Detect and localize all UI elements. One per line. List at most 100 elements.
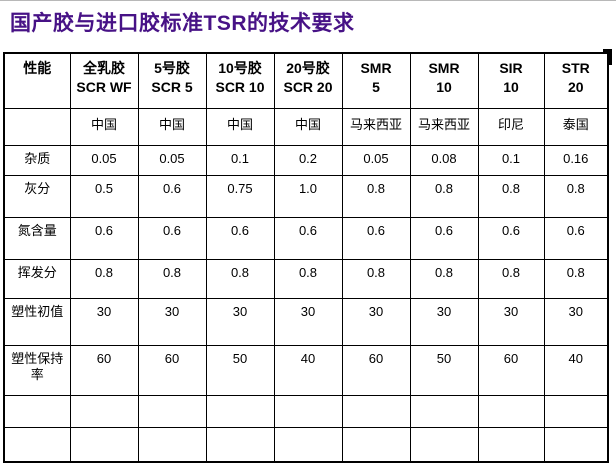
table-cell: 0.05 xyxy=(69,144,139,176)
table-cell: 30 xyxy=(477,297,545,346)
table-cell xyxy=(273,394,343,428)
table-cell: 50 xyxy=(205,344,275,396)
table-cell: 0.8 xyxy=(477,174,545,218)
header-line: SCR 20 xyxy=(283,78,333,95)
table-cell: 30 xyxy=(69,297,139,346)
header-line: 性能 xyxy=(23,60,52,76)
country-cell: 中国 xyxy=(69,107,139,146)
tsr-spec-table: 性能 全乳胶 SCR WF 5号胶 SCR 5 10号胶 SCR 10 20号胶 SCR… xyxy=(3,52,609,463)
table-cell: 0.6 xyxy=(543,216,609,260)
row-label: 灰分 xyxy=(3,174,71,218)
country-cell: 马来西亚 xyxy=(341,107,411,146)
column-header-str20: STR 20 xyxy=(543,52,609,109)
header-line: 20 xyxy=(567,78,584,95)
table-cell: 0.2 xyxy=(273,144,343,176)
column-header-scr10: 10号胶 SCR 10 xyxy=(205,52,275,109)
table-cell: 0.05 xyxy=(137,144,207,176)
row-label xyxy=(3,394,71,428)
header-line: SCR 10 xyxy=(215,78,265,95)
header-line: SCR 5 xyxy=(151,78,193,95)
table-cell xyxy=(341,426,411,463)
table-cell xyxy=(409,426,479,463)
header-line: 5号胶 xyxy=(154,60,190,76)
table-cell xyxy=(69,394,139,428)
row-label: 塑性保持率 xyxy=(3,344,71,396)
table-cell xyxy=(341,394,411,428)
header-row: 性能 全乳胶 SCR WF 5号胶 SCR 5 10号胶 SCR 10 20号胶 SCR… xyxy=(3,52,609,109)
table-cell: 0.6 xyxy=(205,216,275,260)
table-cell: 40 xyxy=(543,344,609,396)
table-cell xyxy=(273,426,343,463)
table-cell: 0.6 xyxy=(69,216,139,260)
header-line: SIR xyxy=(499,60,523,76)
table-row-empty xyxy=(3,394,609,428)
table-row-volatile: 挥发分 0.8 0.8 0.8 0.8 0.8 0.8 0.8 0.8 xyxy=(3,258,609,299)
table-cell: 30 xyxy=(273,297,343,346)
column-header-xingneng: 性能 xyxy=(3,52,71,109)
table-cell: 0.6 xyxy=(477,216,545,260)
table-cell: 0.8 xyxy=(477,258,545,299)
table-row-impurity: 杂质 0.05 0.05 0.1 0.2 0.05 0.08 0.1 0.16 xyxy=(3,144,609,176)
header-line: SCR WF xyxy=(76,78,132,95)
column-header-smr10: SMR 10 xyxy=(409,52,479,109)
country-row: 中国 中国 中国 中国 马来西亚 马来西亚 印尼 泰国 xyxy=(3,107,609,146)
table-cell: 30 xyxy=(205,297,275,346)
table-cell: 0.8 xyxy=(273,258,343,299)
table-cell: 0.6 xyxy=(137,174,207,218)
table-row-plasticity-initial: 塑性初值 30 30 30 30 30 30 30 30 xyxy=(3,297,609,346)
table-cell: 0.6 xyxy=(341,216,411,260)
country-cell: 印尼 xyxy=(477,107,545,146)
table-cell: 60 xyxy=(69,344,139,396)
country-cell: 中国 xyxy=(205,107,275,146)
header-line: SMR xyxy=(360,60,392,76)
table-cell xyxy=(205,426,275,463)
table-cell: 0.8 xyxy=(205,258,275,299)
page-title: 国产胶与进口胶标准TSR的技术要求 xyxy=(10,12,355,35)
header-line: 10号胶 xyxy=(218,60,262,76)
column-header-smr5: SMR 5 xyxy=(341,52,411,109)
table-cell: 0.8 xyxy=(137,258,207,299)
row-label xyxy=(3,426,71,463)
table-row-plasticity-retention: 塑性保持率 60 60 50 40 60 50 60 40 xyxy=(3,344,609,396)
table-cell: 0.05 xyxy=(341,144,411,176)
column-header-scr20: 20号胶 SCR 20 xyxy=(273,52,343,109)
table-cell xyxy=(137,426,207,463)
table-cell xyxy=(409,394,479,428)
table-cell xyxy=(543,426,609,463)
row-label: 塑性初值 xyxy=(3,297,71,346)
row-label: 杂质 xyxy=(3,144,71,176)
corner-artifact-mark xyxy=(603,49,612,54)
header-line: 全乳胶 xyxy=(83,60,125,76)
country-cell: 马来西亚 xyxy=(409,107,479,146)
table-cell: 30 xyxy=(341,297,411,346)
table-cell: 0.08 xyxy=(409,144,479,176)
table-cell: 60 xyxy=(477,344,545,396)
row-label: 氮含量 xyxy=(3,216,71,260)
country-cell xyxy=(3,107,71,146)
table-cell: 0.75 xyxy=(205,174,275,218)
header-line: 10 xyxy=(503,78,519,95)
column-header-scr5: 5号胶 SCR 5 xyxy=(137,52,207,109)
table-cell: 40 xyxy=(273,344,343,396)
table-cell: 0.6 xyxy=(273,216,343,260)
table-cell: 60 xyxy=(137,344,207,396)
table-cell xyxy=(137,394,207,428)
table-cell xyxy=(543,394,609,428)
header-line: STR xyxy=(561,60,590,76)
table-cell: 30 xyxy=(543,297,609,346)
table-cell: 0.5 xyxy=(69,174,139,218)
column-header-sir10: SIR 10 xyxy=(477,52,545,109)
header-line: 5 xyxy=(372,78,380,95)
table-cell: 0.8 xyxy=(341,174,411,218)
header-line: 20号胶 xyxy=(286,60,330,76)
table-row-nitrogen: 氮含量 0.6 0.6 0.6 0.6 0.6 0.6 0.6 0.6 xyxy=(3,216,609,260)
table-cell: 50 xyxy=(409,344,479,396)
table-cell: 60 xyxy=(341,344,411,396)
header-line: 10 xyxy=(436,78,452,95)
table-cell: 0.8 xyxy=(409,258,479,299)
table-cell: 0.6 xyxy=(409,216,479,260)
table-cell: 30 xyxy=(137,297,207,346)
row-label: 挥发分 xyxy=(3,258,71,299)
table-cell: 0.8 xyxy=(341,258,411,299)
